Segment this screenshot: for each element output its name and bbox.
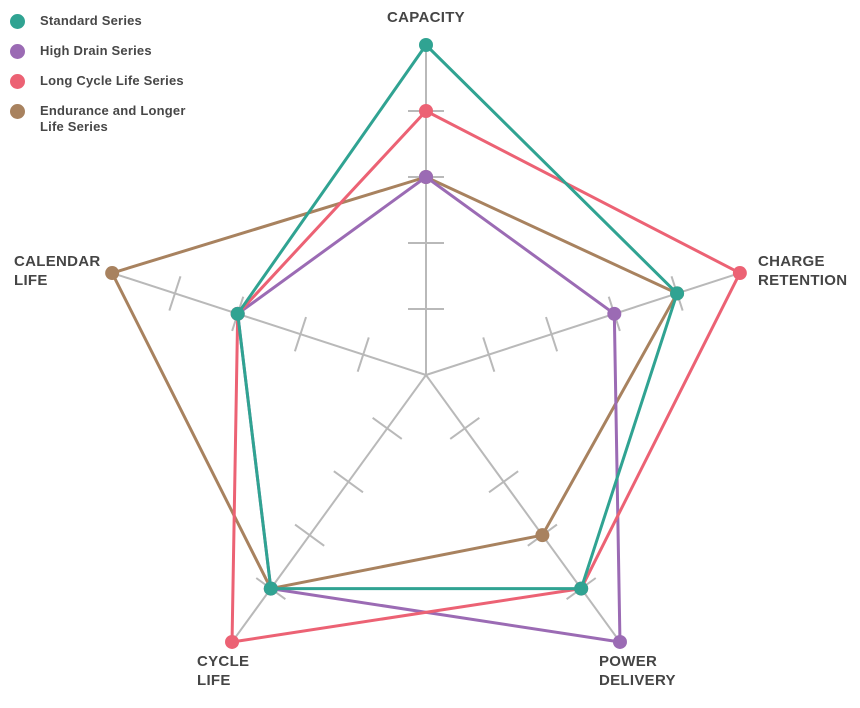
axis-line-calendar-life (111, 272, 427, 376)
data-point-endurance-and-longer-life-series-power-delivery (535, 528, 550, 543)
legend-swatch-circle-icon (10, 44, 25, 59)
axis-tick-calendar-life-1 (356, 337, 370, 373)
legend: Standard Series High Drain Series Long C… (10, 13, 205, 135)
axis-line-charge-retention (425, 272, 741, 376)
axis-line-cycle-life (231, 374, 427, 643)
axis-line-power-delivery (425, 374, 621, 643)
series-line-long-cycle-life-series (230, 109, 742, 644)
data-point-long-cycle-life-series-cycle-life (225, 634, 240, 649)
legend-item-standard-series: Standard Series (10, 13, 205, 29)
data-point-standard-series-power-delivery (574, 581, 589, 596)
axis-label-capacity: CAPACITY (387, 9, 465, 26)
data-point-long-cycle-life-series-charge-retention (732, 266, 747, 281)
series-line-standard-series (236, 43, 679, 591)
axis-tick-calendar-life-2 (293, 316, 307, 352)
legend-item-label: High Drain Series (40, 43, 152, 58)
axis-label-charge-retention: CHARGE RETENTION (758, 253, 848, 289)
legend-swatch-circle-icon (10, 104, 25, 119)
data-point-standard-series-capacity (419, 38, 433, 52)
legend-item-high-drain-series: High Drain Series (10, 43, 205, 59)
data-point-high-drain-series-capacity (419, 170, 433, 184)
axis-tick-cycle-life-1 (372, 417, 403, 440)
legend-item-label: Long Cycle Life Series (40, 73, 184, 88)
data-point-long-cycle-life-series-capacity (419, 104, 433, 118)
axis-tick-cycle-life-3 (294, 523, 325, 547)
series-line-high-drain-series (236, 175, 622, 644)
series-line-endurance-and-longer-life-series (110, 175, 679, 591)
legend-item-long-cycle-life-series: Long Cycle Life Series (10, 73, 205, 89)
legend-swatch-circle-icon (10, 74, 25, 89)
data-point-standard-series-calendar-life (230, 306, 245, 321)
legend-item-label: Standard Series (40, 13, 142, 28)
axis-label-power-delivery: POWER DELIVERY (599, 653, 676, 689)
legend-item-endurance-series: Endurance and Longer Life Series (10, 103, 205, 135)
axis-tick-power-delivery-2 (488, 470, 519, 494)
axis-tick-charge-retention-1 (482, 337, 496, 373)
axis-tick-charge-retention-2 (545, 316, 559, 352)
data-point-standard-series-charge-retention (670, 286, 685, 301)
data-point-high-drain-series-charge-retention (607, 306, 622, 321)
data-point-endurance-and-longer-life-series-calendar-life (105, 266, 120, 281)
legend-item-label: Endurance and Longer Life Series (40, 103, 186, 134)
axis-label-calendar-life: CALENDAR LIFE (14, 253, 101, 289)
axis-tick-calendar-life-4 (168, 275, 182, 311)
axis-tick-power-delivery-1 (449, 417, 480, 440)
legend-swatch-circle-icon (10, 14, 25, 29)
data-point-standard-series-cycle-life (263, 581, 278, 596)
axis-tick-cycle-life-2 (333, 470, 364, 494)
data-point-high-drain-series-power-delivery (612, 634, 627, 649)
axis-label-cycle-life: CYCLE LIFE (197, 653, 250, 689)
